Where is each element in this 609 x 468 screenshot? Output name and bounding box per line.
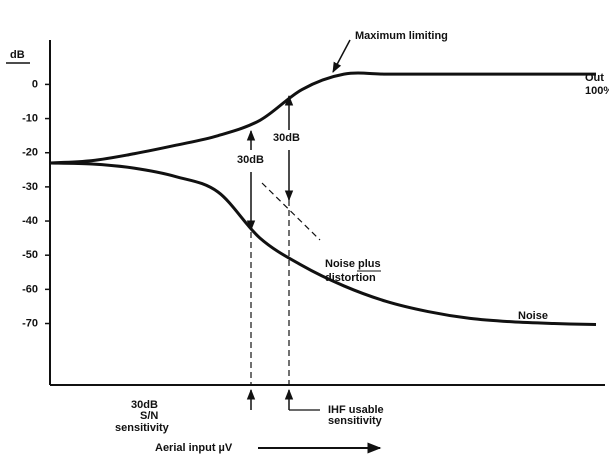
annotation: 30dB bbox=[131, 399, 158, 411]
y-tick-label: 0 bbox=[32, 78, 38, 90]
series-label: Noise bbox=[518, 310, 548, 322]
y-tick-label: -60 bbox=[22, 283, 38, 295]
y-tick-label: -30 bbox=[22, 181, 38, 193]
annotation: IHF usable bbox=[328, 404, 384, 416]
x-axis-label: Aerial input µV bbox=[155, 442, 233, 454]
annotation: distortion bbox=[325, 272, 376, 284]
y-axis-label: dB bbox=[10, 49, 25, 61]
curve bbox=[49, 71, 596, 165]
curve bbox=[49, 161, 597, 327]
y-tick-label: -50 bbox=[22, 249, 38, 261]
annotation: Noise plus bbox=[325, 258, 381, 270]
annotation: S/N bbox=[140, 410, 158, 422]
guide bbox=[261, 182, 321, 241]
annotation: 30dB bbox=[237, 154, 264, 166]
y-tick-label: -20 bbox=[22, 147, 38, 159]
annotation: sensitivity bbox=[115, 422, 170, 434]
y-tick-label: -10 bbox=[22, 112, 38, 124]
annotation: 30dB bbox=[273, 132, 300, 144]
y-tick-label: -40 bbox=[22, 215, 38, 227]
y-tick-label: -70 bbox=[22, 317, 38, 329]
annotation: sensitivity bbox=[328, 415, 383, 427]
annotation: Maximum limiting bbox=[355, 30, 448, 42]
arrow bbox=[332, 39, 351, 73]
